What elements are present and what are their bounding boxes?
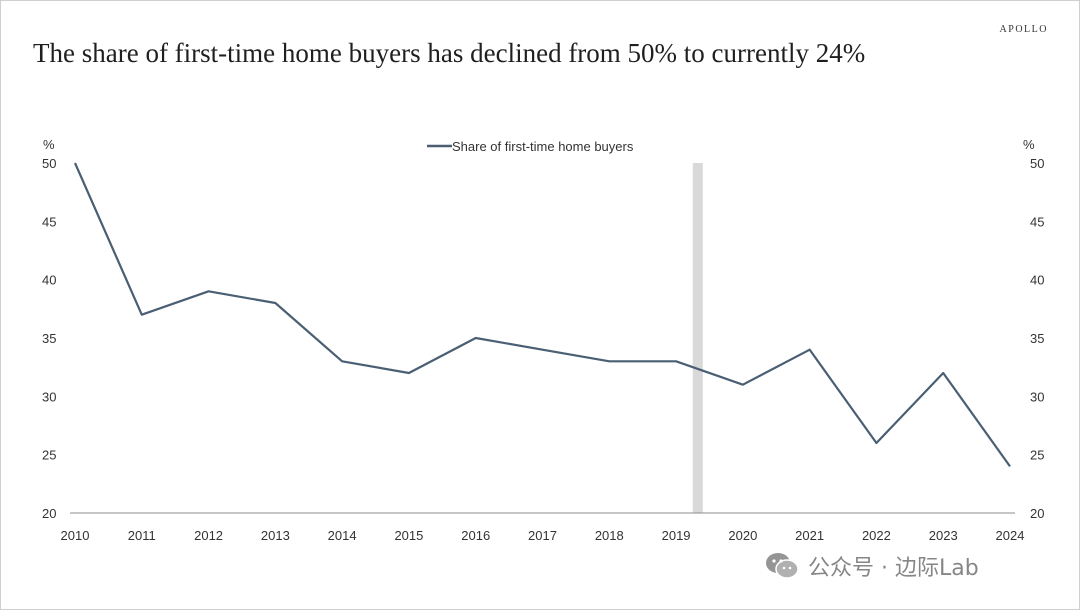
legend: Share of first-time home buyers bbox=[427, 139, 634, 154]
x-tick-label: 2017 bbox=[528, 528, 557, 543]
x-tick-label: 2024 bbox=[996, 528, 1025, 543]
y-tick-label-left: 20 bbox=[42, 506, 56, 521]
brand-logo: APOLLO bbox=[999, 24, 1048, 35]
y-tick-label-right: 45 bbox=[1030, 214, 1044, 229]
x-tick-label: 2013 bbox=[261, 528, 290, 543]
chart-title: The share of first-time home buyers has … bbox=[33, 38, 866, 68]
x-tick-label: 2011 bbox=[128, 528, 156, 543]
y-tick-label-right: 30 bbox=[1030, 389, 1044, 404]
legend-label: Share of first-time home buyers bbox=[452, 139, 634, 154]
series-line bbox=[73, 162, 1011, 467]
watermark-text: 公众号 · 边际Lab bbox=[808, 556, 979, 581]
y-tick-label-right: 20 bbox=[1030, 506, 1044, 521]
wechat-icon bbox=[766, 553, 799, 579]
shaded-period-bar bbox=[692, 163, 703, 513]
y-tick-label-left: 50 bbox=[42, 156, 56, 171]
x-tick-label: 2010 bbox=[61, 528, 90, 543]
y-tick-label-right: 25 bbox=[1030, 448, 1044, 463]
x-tick-label: 2016 bbox=[461, 528, 490, 543]
series-layer bbox=[73, 162, 1011, 467]
y-tick-label-left: 35 bbox=[42, 331, 56, 346]
x-tick-label: 2021 bbox=[795, 528, 824, 543]
x-tick-label: 2019 bbox=[662, 528, 691, 543]
y-unit-label-left: % bbox=[43, 137, 55, 152]
y-unit-label-right: % bbox=[1023, 137, 1035, 152]
y-tick-label-right: 35 bbox=[1030, 331, 1044, 346]
x-tick-label: 2014 bbox=[328, 528, 357, 543]
x-tick-label: 2012 bbox=[194, 528, 223, 543]
watermark: 公众号 · 边际Lab bbox=[764, 550, 979, 582]
x-tick-label: 2022 bbox=[862, 528, 891, 543]
y-tick-label-left: 45 bbox=[42, 214, 56, 229]
y-tick-label-left: 40 bbox=[42, 273, 56, 288]
recession-shading-layer bbox=[692, 163, 703, 513]
x-tick-label: 2018 bbox=[595, 528, 624, 543]
y-tick-label-left: 30 bbox=[42, 389, 56, 404]
x-tick-label: 2015 bbox=[394, 528, 423, 543]
y-tick-label-right: 40 bbox=[1030, 273, 1044, 288]
y-tick-label-left: 25 bbox=[42, 448, 56, 463]
x-tick-label: 2020 bbox=[728, 528, 757, 543]
x-tick-label: 2023 bbox=[929, 528, 958, 543]
y-tick-label-right: 50 bbox=[1030, 156, 1044, 171]
